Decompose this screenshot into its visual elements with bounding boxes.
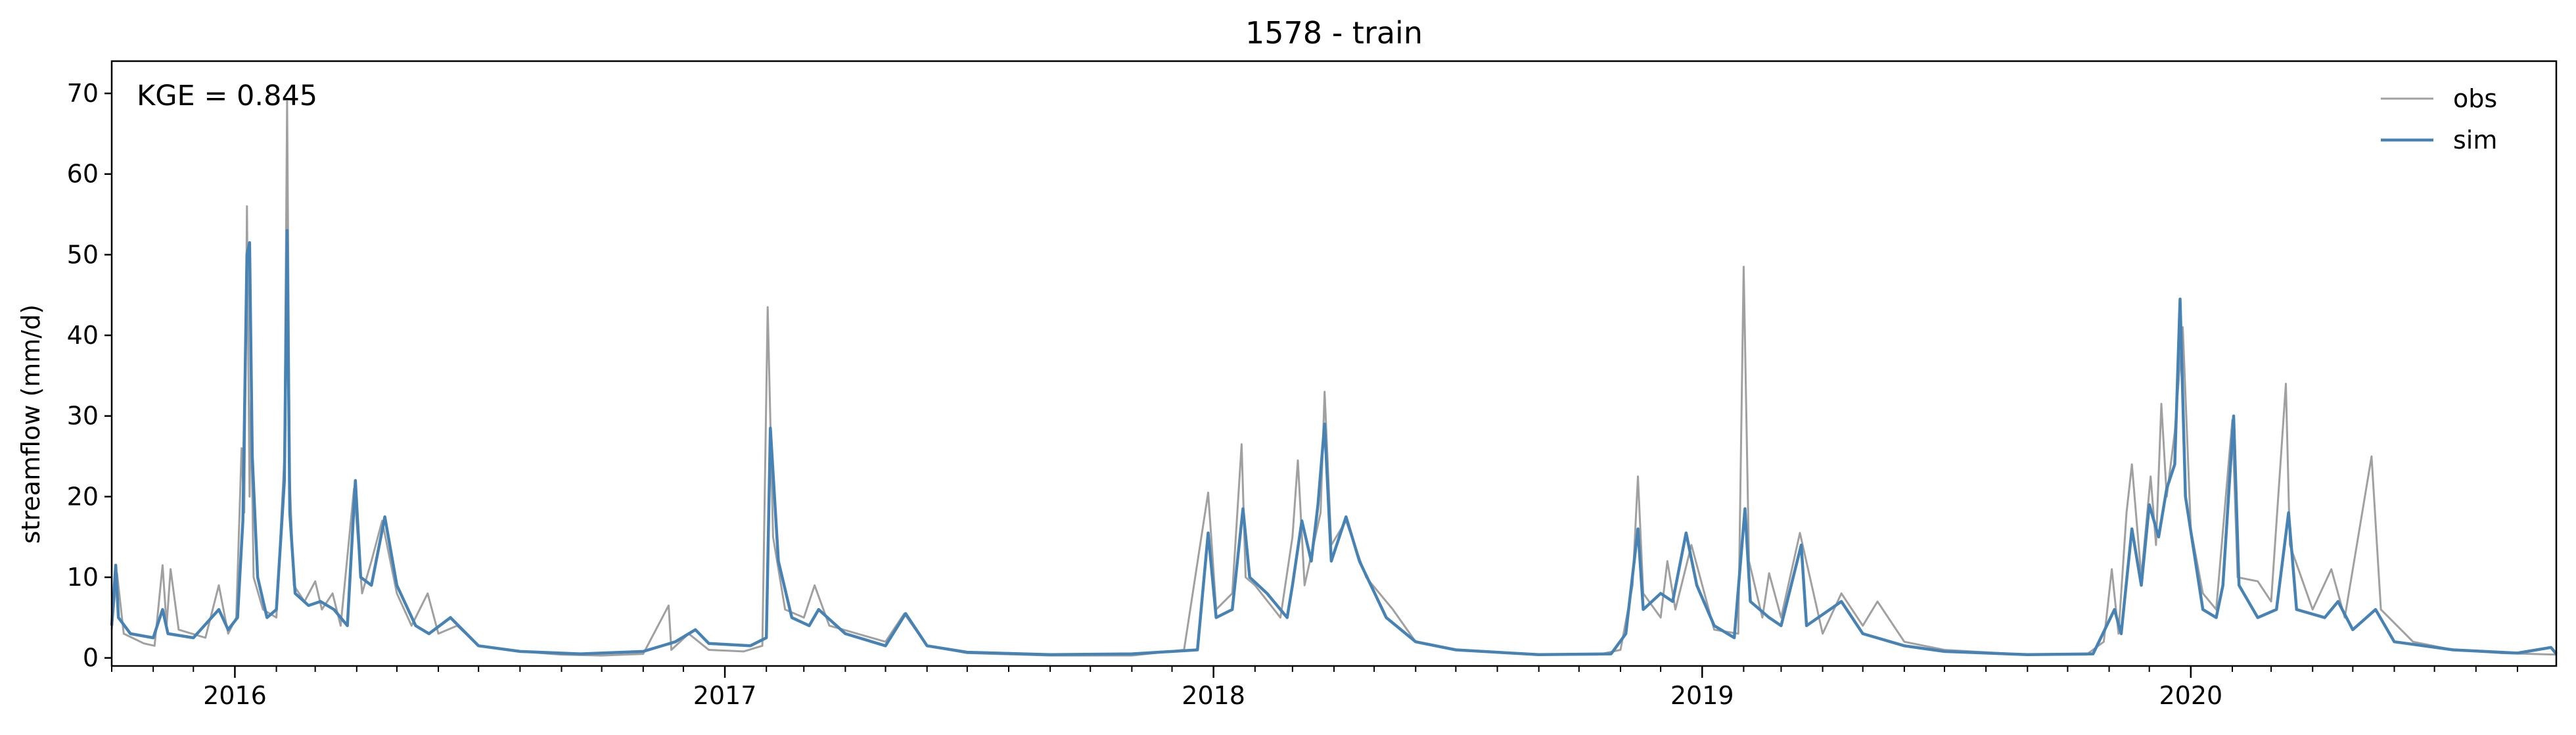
y-tick-label: 0 bbox=[83, 644, 99, 673]
x-tick-label: 2016 bbox=[203, 681, 267, 710]
x-tick-label: 2019 bbox=[1670, 681, 1734, 710]
y-tick-label: 30 bbox=[67, 402, 99, 431]
series-lines bbox=[110, 100, 2558, 657]
series-line-sim bbox=[110, 229, 2558, 657]
x-tick-label: 2017 bbox=[693, 681, 757, 710]
plot-area: 0 10 20 30 40 50 60 70 2016 2017 2018 2019 2020 bbox=[67, 60, 2558, 710]
y-tick-label: 10 bbox=[67, 563, 99, 592]
chart-title: 1578 - train bbox=[1245, 15, 1423, 51]
legend-label-obs: obs bbox=[2453, 84, 2497, 113]
y-tick-label: 50 bbox=[67, 240, 99, 269]
x-axis: 2016 2017 2018 2019 2020 bbox=[111, 666, 2518, 710]
legend: obs sim bbox=[2381, 84, 2497, 154]
x-tick-label: 2020 bbox=[2159, 681, 2222, 710]
y-axis: 0 10 20 30 40 50 60 70 bbox=[67, 79, 112, 673]
x-tick-label: 2018 bbox=[1182, 681, 1245, 710]
kge-annotation: KGE = 0.845 bbox=[137, 80, 317, 112]
y-tick-label: 20 bbox=[67, 482, 99, 511]
legend-label-sim: sim bbox=[2453, 126, 2497, 154]
plot-frame bbox=[110, 60, 2558, 667]
y-tick-label: 60 bbox=[67, 160, 99, 189]
y-axis-label: streamflow (mm/d) bbox=[16, 304, 45, 544]
y-tick-label: 70 bbox=[67, 79, 99, 108]
y-tick-label: 40 bbox=[67, 321, 99, 350]
